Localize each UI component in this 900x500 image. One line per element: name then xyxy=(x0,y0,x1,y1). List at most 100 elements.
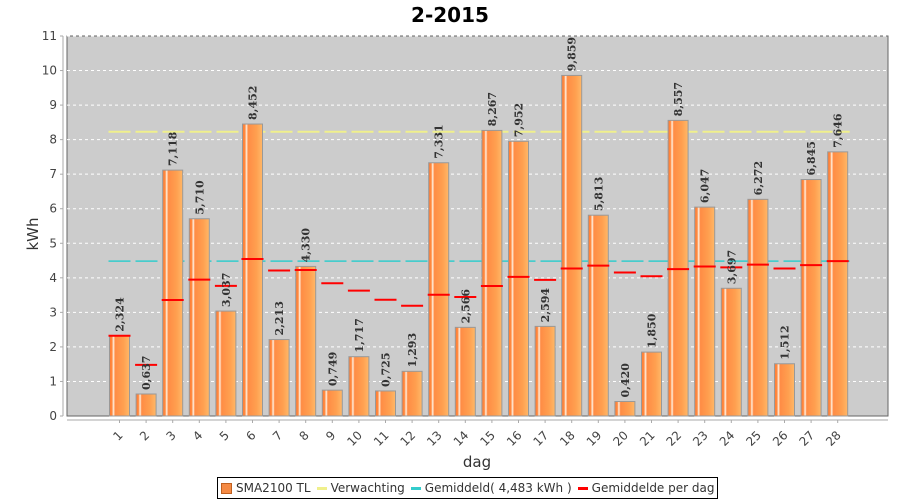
legend-item-production: SMA2100 TL xyxy=(221,481,311,495)
x-tick-label: 22 xyxy=(664,428,685,449)
bar-value-label: 0,637 xyxy=(140,356,153,390)
x-tick-label: 2 xyxy=(137,428,152,443)
bar-value-label: 3,037 xyxy=(220,273,233,307)
bar-value-label: 1,850 xyxy=(646,313,659,348)
x-tick-label: 9 xyxy=(323,428,338,443)
y-tick-label: 6 xyxy=(49,202,57,216)
y-tick-label: 4 xyxy=(49,271,57,285)
legend-swatch-line xyxy=(316,486,327,490)
bar-value-label: 9,859 xyxy=(566,37,579,71)
y-tick-label: 0 xyxy=(49,409,57,423)
x-tick-label: 1 xyxy=(110,428,125,443)
bar-value-label: 6,272 xyxy=(752,161,765,195)
bar xyxy=(321,389,343,417)
x-tick-label: 28 xyxy=(823,428,844,449)
x-tick-label: 15 xyxy=(477,428,498,449)
bar-value-label: 0,725 xyxy=(380,353,393,387)
bar xyxy=(561,74,583,417)
bar-value-label: 8,557 xyxy=(672,82,685,116)
bar-value-label: 4,330 xyxy=(300,228,313,263)
bar xyxy=(268,339,290,417)
bar xyxy=(720,287,742,417)
x-tick-label: 4 xyxy=(190,428,205,443)
y-tick-label: 1 xyxy=(49,374,57,388)
bar xyxy=(109,335,130,417)
chart-title: 2-2015 xyxy=(411,3,489,27)
bar xyxy=(162,169,184,417)
bar-value-label: 3,697 xyxy=(725,250,738,284)
legend: SMA2100 TL Verwachting Gemiddeld( 4,483 … xyxy=(217,477,719,499)
reference-lines xyxy=(108,130,850,262)
bar-value-label: 2,213 xyxy=(273,301,286,335)
bar xyxy=(295,265,317,417)
bar-value-label: 0,749 xyxy=(326,352,339,386)
x-tick-label: 12 xyxy=(398,428,419,449)
legend-item-expectation: Verwachting xyxy=(316,481,405,495)
bar-value-label: 5,710 xyxy=(193,180,206,215)
bar-value-label: 8,452 xyxy=(247,86,260,120)
legend-swatch-bar xyxy=(221,482,232,494)
bar xyxy=(428,162,450,417)
bar-value-label: 2,594 xyxy=(539,288,552,323)
bar-value-label: 8,267 xyxy=(486,92,499,126)
y-tick-label: 3 xyxy=(49,305,57,319)
x-tick-label: 10 xyxy=(344,428,365,449)
legend-swatch-line xyxy=(577,486,588,490)
x-tick-label: 24 xyxy=(717,428,738,449)
x-tick-label: 11 xyxy=(371,428,392,449)
x-tick-label: 5 xyxy=(217,428,232,443)
bar xyxy=(534,325,556,417)
bar xyxy=(135,393,157,417)
x-tick-label: 13 xyxy=(424,428,445,449)
bar-value-label: 2,324 xyxy=(114,297,127,332)
bar-value-label: 1,512 xyxy=(779,325,792,359)
y-axis: 0 1 2 3 4 5 6 7 8 9 10 11 xyxy=(42,29,64,423)
y-tick-label: 2 xyxy=(49,340,57,354)
x-tick-label: 16 xyxy=(504,428,525,449)
bar xyxy=(587,214,609,417)
bar-value-label: 0,420 xyxy=(619,363,632,398)
x-tick-label: 21 xyxy=(637,428,658,449)
y-tick-label: 9 xyxy=(49,98,57,112)
bar xyxy=(242,123,263,417)
bar xyxy=(614,400,636,417)
bar xyxy=(508,140,529,417)
bar-value-label: 6,845 xyxy=(805,141,818,175)
x-tick-label: 3 xyxy=(164,428,179,443)
bar-value-label: 6,047 xyxy=(699,169,712,203)
x-tick-label: 6 xyxy=(243,428,258,443)
legend-label: Gemiddelde per dag xyxy=(591,481,715,495)
legend-item-daily-average: Gemiddelde per dag xyxy=(577,481,715,495)
bar xyxy=(375,390,396,417)
x-tick-label: 25 xyxy=(743,428,764,449)
daily-average-marks xyxy=(108,257,849,366)
bar xyxy=(641,351,662,417)
legend-item-average: Gemiddeld( 4,483 kWh ) xyxy=(410,481,572,495)
legend-label: Verwachting xyxy=(330,481,405,495)
bar xyxy=(481,129,503,417)
y-tick-label: 11 xyxy=(42,29,57,43)
bar xyxy=(401,370,423,417)
x-tick-label: 19 xyxy=(584,428,605,449)
y-tick-label: 8 xyxy=(49,133,57,147)
x-tick-label: 26 xyxy=(770,428,791,449)
x-axis: 1 2 3 4 5 6 7 8 9 10 11 12 13 14 15 16 17 18 19 20 21 22 23 24 2… xyxy=(67,419,888,449)
bar xyxy=(215,310,237,417)
bar-value-label: 7,118 xyxy=(167,131,180,166)
y-tick-label: 7 xyxy=(49,167,57,181)
y-axis-label: kWh xyxy=(24,217,42,250)
x-tick-label: 27 xyxy=(797,428,818,449)
bar-value-label: 5,813 xyxy=(592,177,605,211)
bar xyxy=(827,151,849,417)
bar xyxy=(454,326,476,417)
x-tick-label: 8 xyxy=(297,428,312,443)
bar-value-labels: 2,324 0,637 7,118 5,710 3,037 8,452 2,213 4,330… xyxy=(114,37,845,398)
x-tick-label: 7 xyxy=(270,428,285,443)
bar-value-label: 1,717 xyxy=(353,318,366,352)
bar xyxy=(694,206,716,417)
bar-value-label: 7,952 xyxy=(513,103,526,137)
bar xyxy=(348,356,370,417)
x-axis-label: dag xyxy=(463,453,491,471)
bar-value-label: 7,331 xyxy=(433,124,446,158)
